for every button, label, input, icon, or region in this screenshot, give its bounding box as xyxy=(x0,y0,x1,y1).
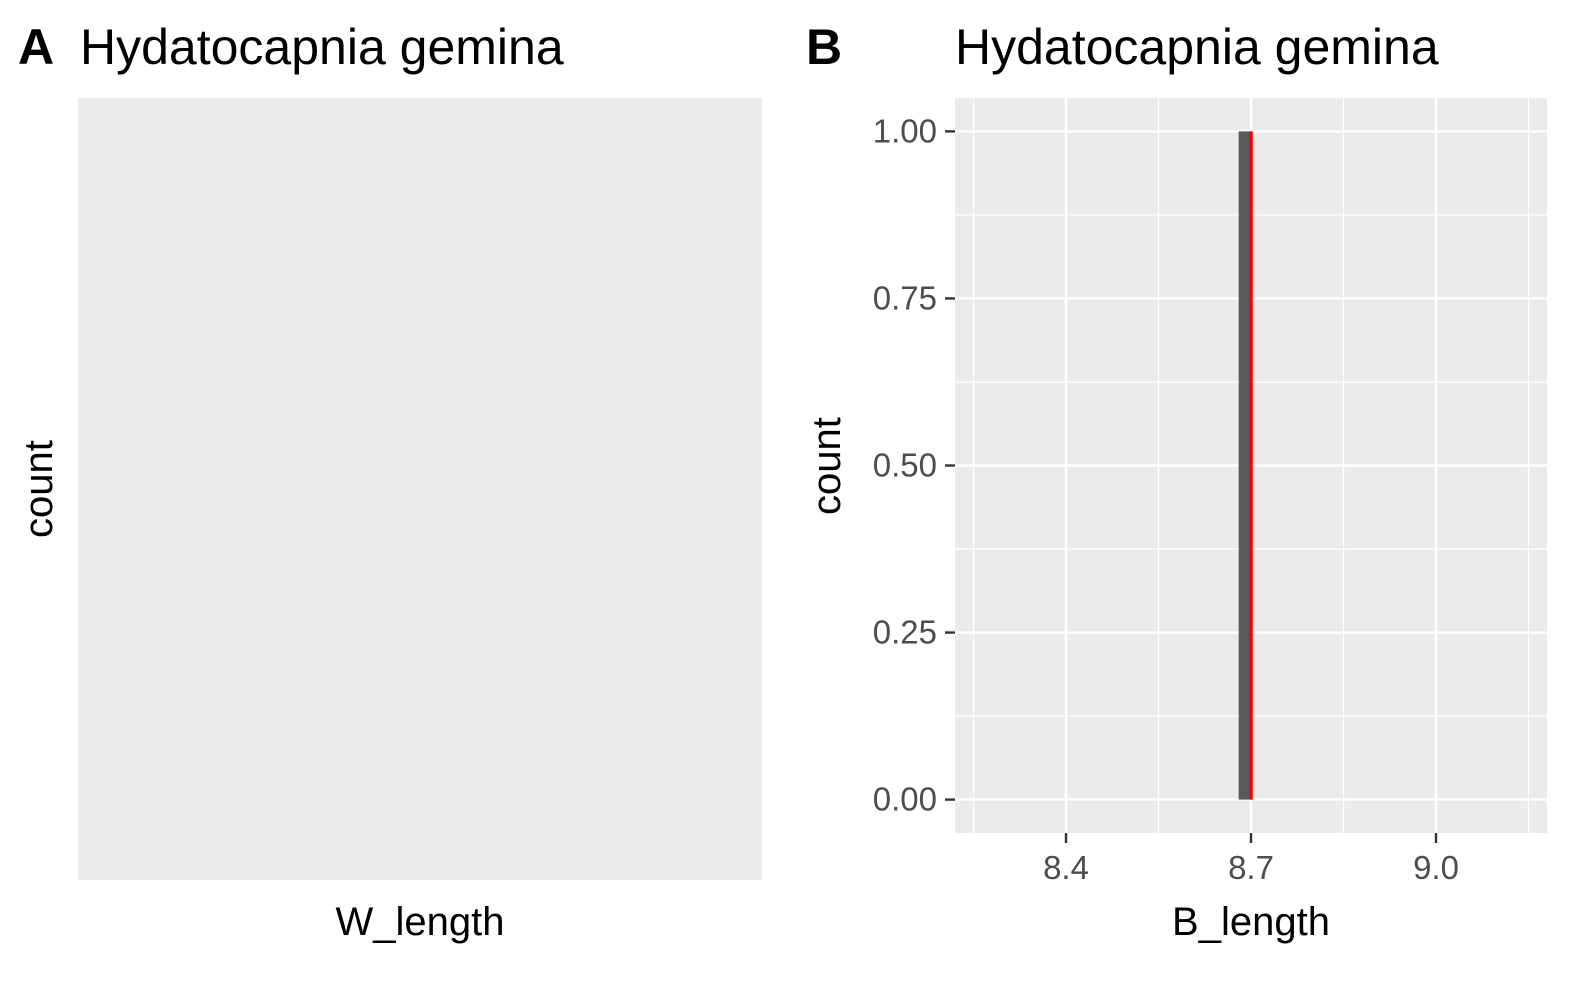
panel-b-x-axis-label: B_length xyxy=(1172,900,1330,944)
panel-a-x-axis-label: W_length xyxy=(335,900,505,944)
panel-b-y-tick-label: 0.00 xyxy=(873,781,937,818)
panel-b-y-tick-label: 0.50 xyxy=(873,447,937,484)
panel-a-plot-area xyxy=(78,98,762,880)
panel-b-bar xyxy=(1238,131,1251,800)
panel-b-tag: B xyxy=(806,19,843,75)
panel-b-x-tick-label: 9.0 xyxy=(1413,849,1459,886)
panel-b-x-tick-label: 8.7 xyxy=(1228,849,1274,886)
panel-a-title: Hydatocapnia gemina xyxy=(80,19,564,75)
panel-a-tag: A xyxy=(18,19,55,75)
panel-b-x-tick-label: 8.4 xyxy=(1043,849,1089,886)
panel-b-y-tick-label: 1.00 xyxy=(873,112,937,149)
panel-b-y-tick-label: 0.25 xyxy=(873,614,937,651)
panel-b-y-tick-label: 0.75 xyxy=(873,279,937,316)
panel-b-title: Hydatocapnia gemina xyxy=(955,19,1439,75)
